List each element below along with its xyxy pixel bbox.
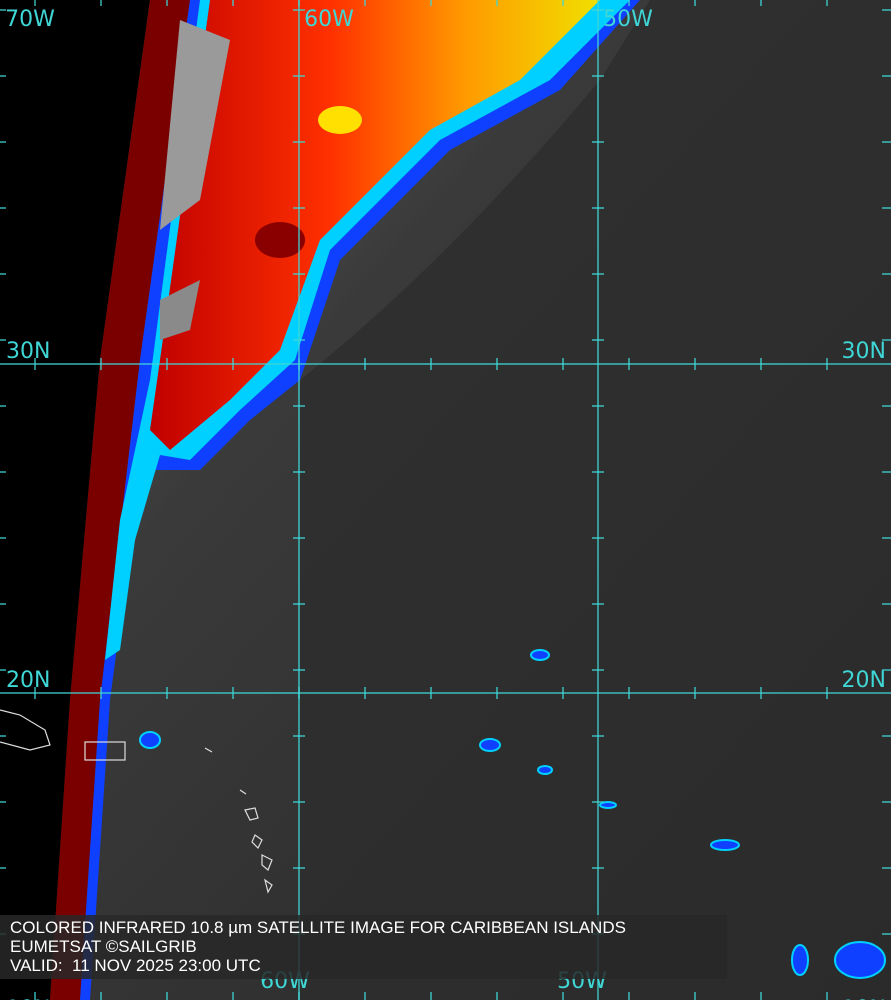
caption-box: COLORED INFRARED 10.8 µm SATELLITE IMAGE… (0, 915, 727, 979)
grid-label: 50W (603, 7, 653, 32)
convection-cells (139, 649, 886, 979)
cold-core (255, 222, 305, 258)
cold-core (318, 106, 362, 134)
grid-label: 70W (5, 7, 55, 32)
space (0, 0, 150, 1000)
caption-line: EUMETSAT ©SAILGRIB (10, 937, 197, 956)
caption-line: COLORED INFRARED 10.8 µm SATELLITE IMAGE… (10, 918, 626, 937)
caption-line: VALID: 11 NOV 2025 23:00 UTC (10, 956, 261, 975)
grid-label: 10N (6, 997, 50, 1000)
cold-cloud-top (150, 0, 600, 450)
clear-sky (300, 0, 891, 1000)
grid-label: 60W (304, 7, 354, 32)
grid-label: 30N (842, 339, 886, 364)
coastlines (0, 709, 273, 894)
cloud-gap (160, 280, 200, 340)
grid-label: 20N (842, 668, 886, 693)
grid-label: 30N (6, 339, 50, 364)
grid-label: 20N (6, 668, 50, 693)
cloud-gap (160, 20, 230, 230)
grid-label: 10N (842, 997, 886, 1000)
